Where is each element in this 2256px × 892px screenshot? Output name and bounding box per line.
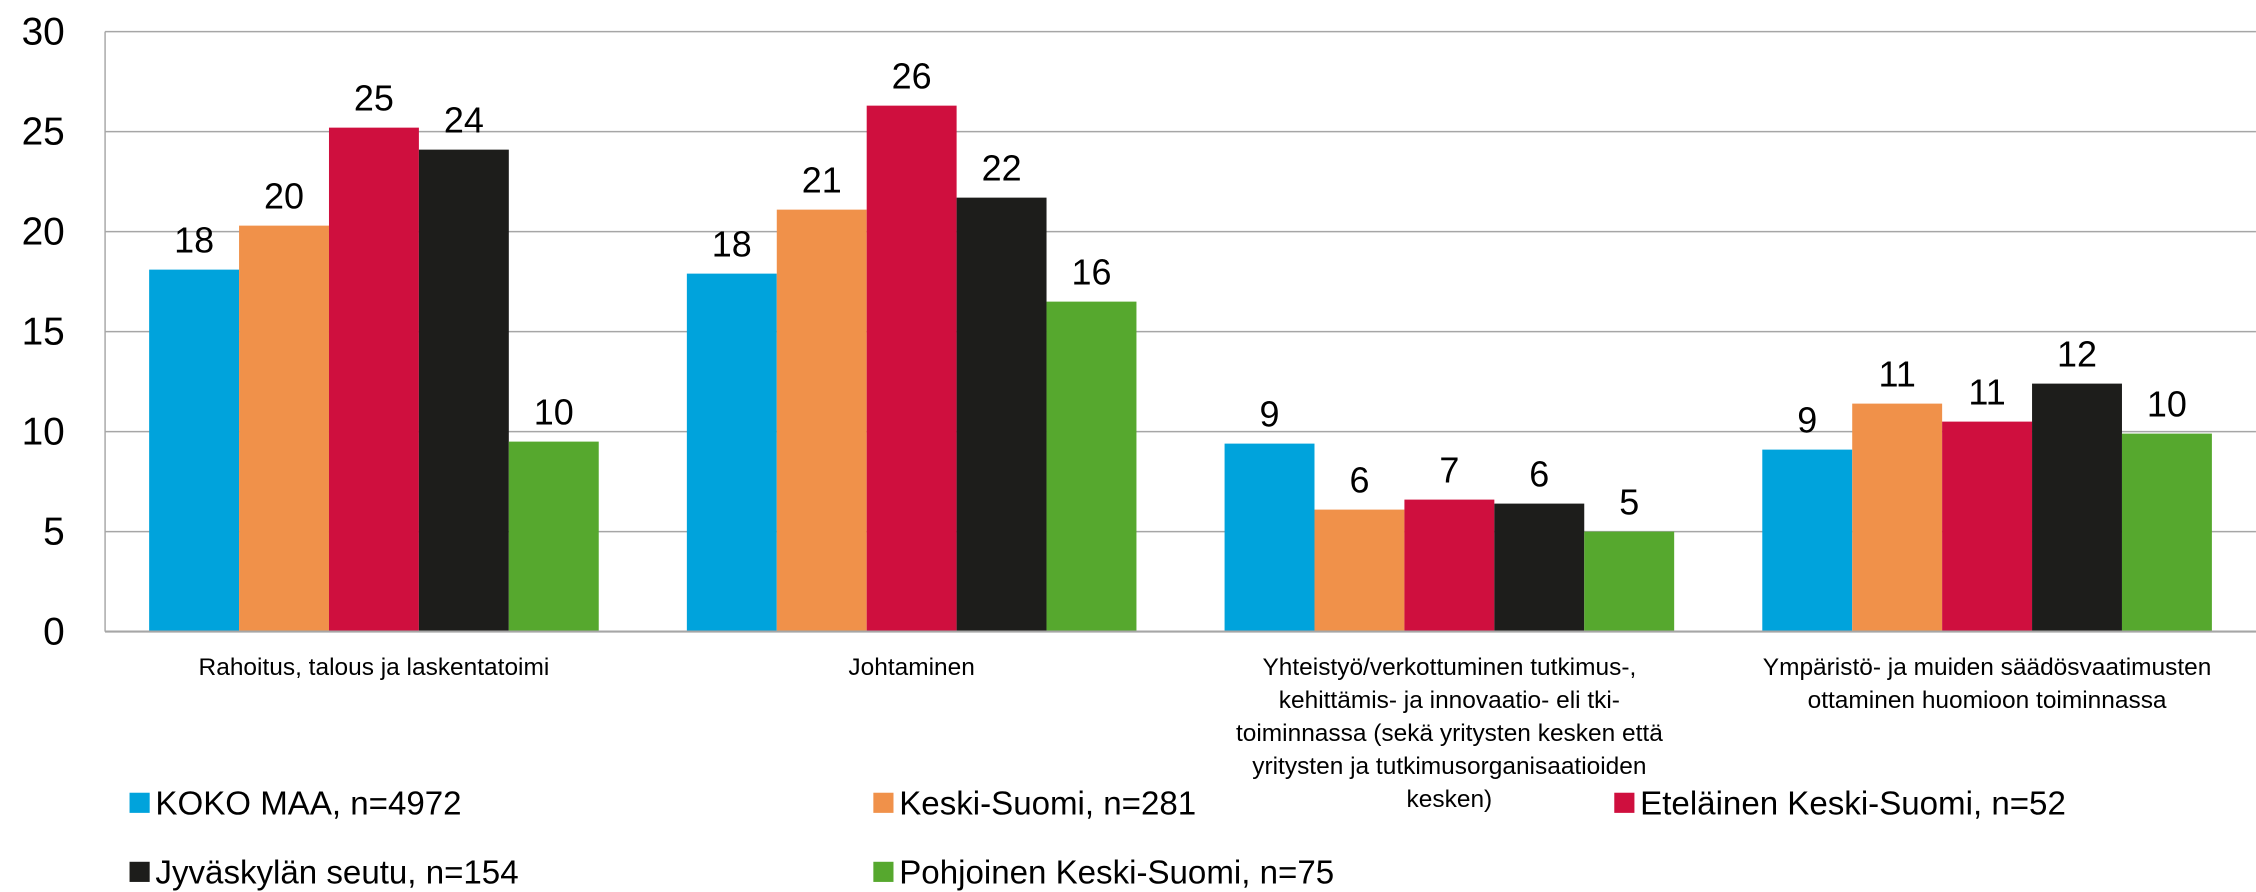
value-label: 18 <box>712 223 752 264</box>
x-tick-label: Ympäristö- ja muiden säädösvaatimusten o… <box>1762 653 2212 714</box>
bar <box>1852 403 1943 632</box>
value-label: 10 <box>2147 383 2187 424</box>
legend-label: KOKO MAA, n=4972 <box>155 785 461 822</box>
value-label: 7 <box>1439 449 1459 490</box>
legend-swatch <box>129 792 150 813</box>
y-tick-label: 10 <box>22 411 65 454</box>
legend-label: Pohjoinen Keski-Suomi, n=75 <box>899 854 1334 891</box>
bar <box>1494 503 1585 632</box>
value-label: 10 <box>534 391 574 432</box>
bar <box>776 209 867 632</box>
bar <box>2121 433 2212 632</box>
bar <box>1942 421 2033 632</box>
y-tick-label: 15 <box>22 311 65 354</box>
y-tick-label: 30 <box>22 11 65 54</box>
value-label: 22 <box>982 147 1022 188</box>
value-label: 9 <box>1260 393 1280 434</box>
legend-swatch <box>873 792 894 813</box>
x-tick-label: Rahoitus, talous ja laskentatoimi <box>198 653 550 681</box>
value-label: 21 <box>802 159 842 200</box>
bar <box>956 197 1047 632</box>
x-tick-label-box: Ympäristö- ja muiden säädösvaatimusten o… <box>1762 653 2212 714</box>
value-label: 5 <box>1619 481 1639 522</box>
x-tick-label: Johtaminen <box>848 653 975 681</box>
x-tick-label: Yhteistyö/verkottuminen tutkimus-, kehit… <box>1235 653 1663 813</box>
y-tick-label: 20 <box>22 211 65 254</box>
bar <box>866 105 957 632</box>
value-label: 12 <box>2057 333 2097 374</box>
y-tick-label: 5 <box>43 511 65 554</box>
y-tick-label: 0 <box>43 611 65 654</box>
legend-swatch <box>873 861 894 882</box>
value-label: 25 <box>354 77 394 118</box>
bar <box>239 225 329 632</box>
value-label: 18 <box>174 219 214 260</box>
value-label: 26 <box>892 55 932 96</box>
value-label: 6 <box>1349 459 1369 500</box>
bar <box>1404 499 1495 632</box>
value-label: 16 <box>1071 251 1111 292</box>
bar <box>1762 449 1853 632</box>
value-label: 6 <box>1529 453 1549 494</box>
x-tick-label-box: Rahoitus, talous ja laskentatoimi <box>198 653 550 681</box>
legend-label: Jyväskylän seutu, n=154 <box>155 854 518 891</box>
bar <box>328 127 419 632</box>
bar <box>2032 383 2122 632</box>
value-label: 9 <box>1797 399 1817 440</box>
bar <box>418 149 509 632</box>
value-label: 20 <box>264 175 304 216</box>
legend-label: Keski-Suomi, n=281 <box>899 785 1196 822</box>
value-label: 24 <box>444 99 484 140</box>
bar <box>1046 301 1137 632</box>
legend-swatch <box>1614 792 1635 813</box>
legend-swatch <box>129 861 150 882</box>
bar <box>149 269 240 632</box>
y-tick-label: 25 <box>22 111 65 154</box>
bar <box>508 441 599 632</box>
bar <box>1314 509 1405 632</box>
legend-label: Eteläinen Keski-Suomi, n=52 <box>1640 785 2066 822</box>
bar <box>1584 531 1675 632</box>
x-tick-label-box: Johtaminen <box>848 653 975 681</box>
value-label: 11 <box>1968 371 2005 412</box>
bar <box>686 273 777 632</box>
bar <box>1224 443 1315 632</box>
x-tick-label-box: Yhteistyö/verkottuminen tutkimus-, kehit… <box>1235 653 1663 813</box>
value-label: 11 <box>1879 353 1916 394</box>
